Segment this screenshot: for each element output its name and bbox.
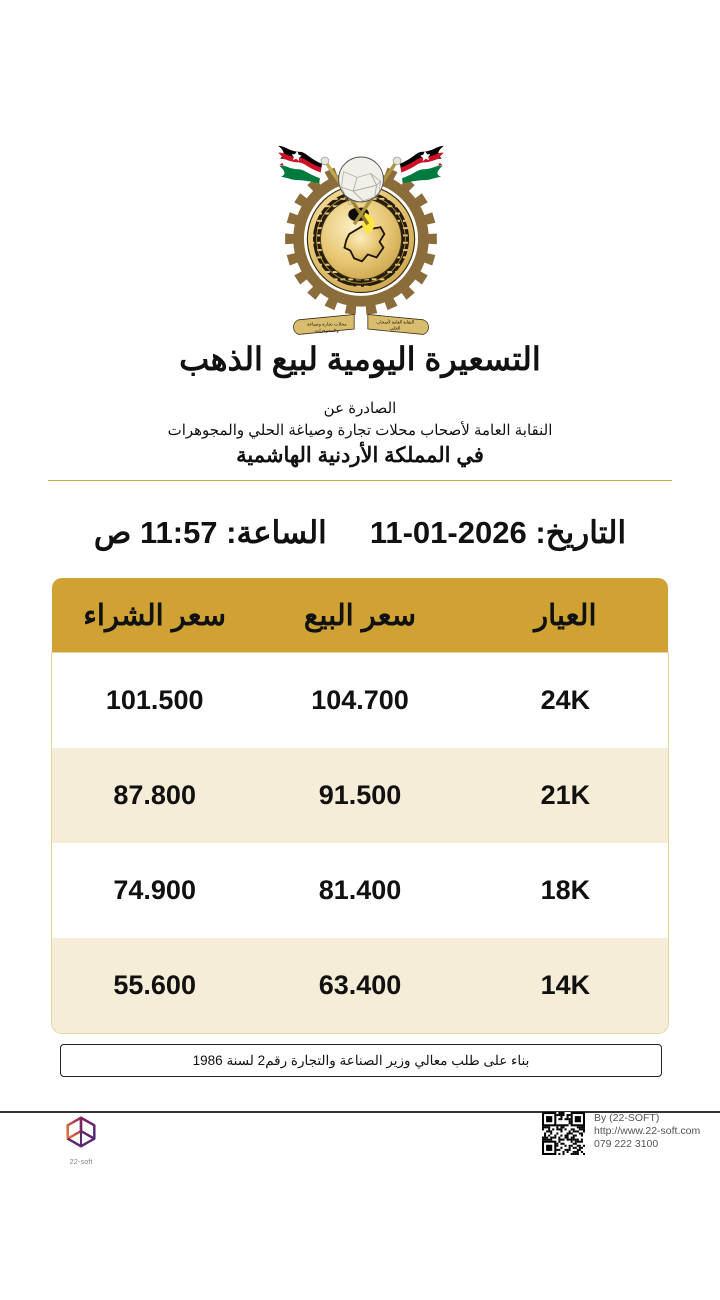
svg-text:الحلي: الحلي: [390, 326, 400, 331]
svg-text:النقابة العامة لأصحاب: النقابة العامة لأصحاب: [376, 319, 414, 325]
svg-text:والمجوهرات: والمجوهرات: [315, 328, 340, 334]
